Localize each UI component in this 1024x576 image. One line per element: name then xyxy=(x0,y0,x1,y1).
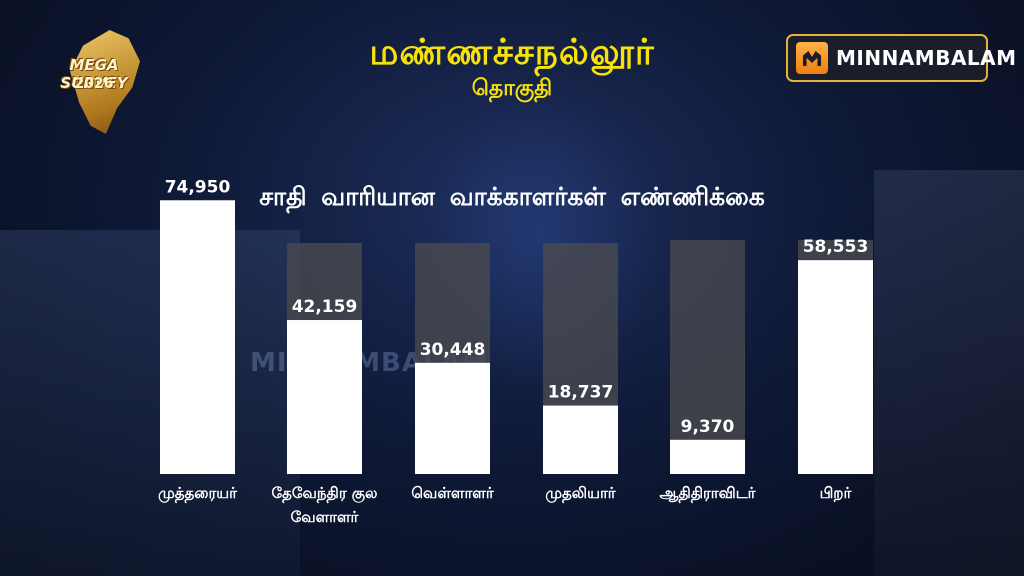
bar-track xyxy=(670,240,745,474)
constituency-title: மண்ணச்சநல்லூர் xyxy=(369,32,655,73)
chart-title: சாதி வாரியான வாக்காளர்கள் எண்ணிக்கை xyxy=(259,182,765,211)
bar xyxy=(160,200,235,474)
bar-value-label: 9,370 xyxy=(681,417,735,437)
background-tower xyxy=(874,170,1024,576)
category-label: முதலியார் xyxy=(545,484,616,503)
bar xyxy=(415,362,490,474)
bar-value-label: 74,950 xyxy=(165,177,231,197)
bar-value-label: 42,159 xyxy=(292,297,358,317)
category-label: ஆதிதிராவிடர் xyxy=(660,484,757,503)
category-label: தேவேந்திர குல xyxy=(271,484,377,503)
bar-value-label: 30,448 xyxy=(420,340,486,360)
mega-survey-logo-text: MEGA SURVEY xyxy=(60,56,128,92)
category-label: பிறர் xyxy=(820,484,853,502)
category-label: வேளாளர் xyxy=(291,508,360,526)
minnambalam-logo: MINNAMBALAM xyxy=(786,34,1016,82)
constituency-subtitle: தொகுதி xyxy=(471,76,553,101)
mega-survey-logo: MEGA SURVEY 2026 xyxy=(44,28,144,134)
bar xyxy=(798,260,873,474)
minnambalam-m-icon xyxy=(796,42,828,74)
bar xyxy=(543,405,618,474)
bar-value-label: 58,553 xyxy=(803,237,869,257)
background-building xyxy=(0,230,300,576)
bar-value-label: 18,737 xyxy=(548,383,614,403)
bar xyxy=(670,439,745,474)
minnambalam-logo-text: MINNAMBALAM xyxy=(836,46,1017,70)
mega-survey-logo-year: 2026 xyxy=(74,76,114,92)
category-label: வெள்ளாளர் xyxy=(411,484,494,502)
bar xyxy=(287,320,362,474)
category-label: முத்தரையர் xyxy=(158,484,238,503)
